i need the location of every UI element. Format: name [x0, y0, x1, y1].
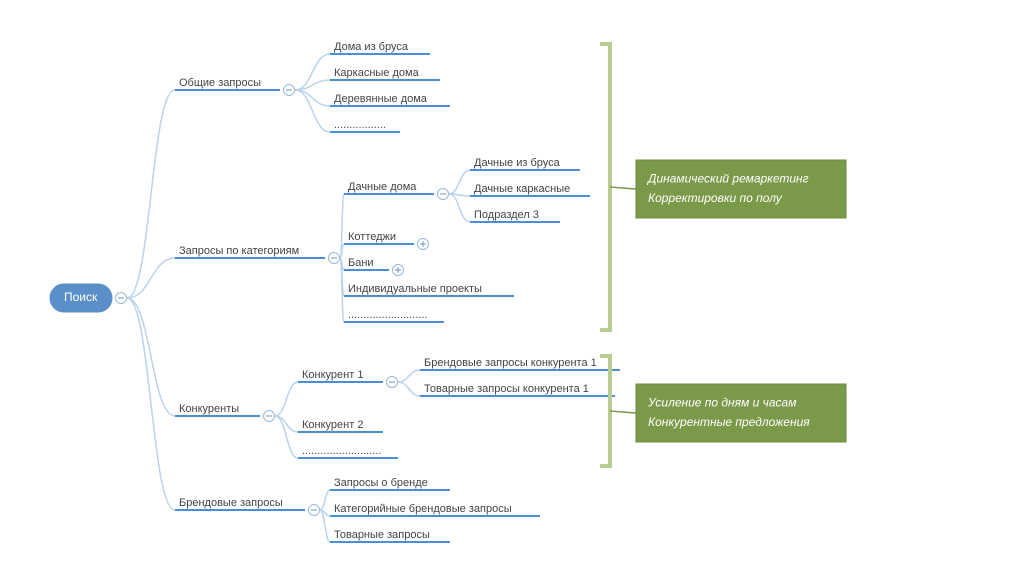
node-label: Общие запросы — [179, 77, 261, 89]
node-label: Дачные из бруса — [474, 157, 561, 169]
connector — [127, 90, 175, 298]
node-label: Подраздел 3 — [474, 209, 539, 221]
mindmap-canvas: Поиск Общие запросы Запросы по категориям К… — [0, 0, 1024, 584]
annotation-connector — [610, 187, 636, 189]
node-label: Дачные дома — [348, 181, 417, 193]
annotation-text: Усиление по дням и часам — [647, 396, 796, 410]
node-label: Конкурент 1 — [302, 369, 363, 381]
annotation-text: Конкурентные предложения — [648, 415, 810, 429]
node-label: ................. — [334, 119, 386, 131]
node-label: Каркасные дома — [334, 67, 420, 79]
node-label: .......................... — [302, 445, 381, 457]
node-label: Конкурент 2 — [302, 419, 363, 431]
node-label: Дачные каркасные — [474, 183, 570, 195]
node-label: Брендовые запросы конкурента 1 — [424, 357, 597, 369]
connector — [127, 298, 175, 510]
connector — [320, 510, 330, 542]
annotation-connector — [610, 411, 636, 413]
node-label: Коттеджи — [348, 231, 396, 243]
node-label: Деревянные дома — [334, 93, 428, 105]
node-label: Запросы по категориям — [179, 245, 299, 257]
grouping-bracket — [600, 44, 610, 330]
annotation-box — [636, 160, 846, 218]
connector — [449, 194, 470, 222]
node-label: Запросы о бренде — [334, 477, 428, 489]
connector — [275, 382, 298, 416]
grouping-bracket — [600, 356, 610, 466]
annotation-text: Динамический ремаркетинг — [646, 172, 809, 186]
annotation-box — [636, 384, 846, 442]
connector — [295, 90, 330, 132]
node-label: Дома из бруса — [334, 41, 409, 53]
annotation-text: Корректировки по полу — [648, 191, 783, 205]
connector — [275, 416, 298, 458]
node-label: Товарные запросы — [334, 529, 430, 541]
node-label: Бани — [348, 257, 374, 269]
connector — [295, 90, 330, 106]
connector — [398, 382, 420, 396]
connector — [449, 170, 470, 194]
node-label: .......................... — [348, 309, 427, 321]
root-label: Поиск — [64, 290, 98, 304]
node-label: Категорийные брендовые запросы — [334, 503, 512, 515]
node-label: Брендовые запросы — [179, 497, 283, 509]
connector — [398, 370, 420, 382]
node-label: Конкуренты — [179, 403, 239, 415]
node-label: Индивидуальные проекты — [348, 283, 482, 295]
connector — [320, 490, 330, 510]
node-label: Товарные запросы конкурента 1 — [424, 383, 589, 395]
